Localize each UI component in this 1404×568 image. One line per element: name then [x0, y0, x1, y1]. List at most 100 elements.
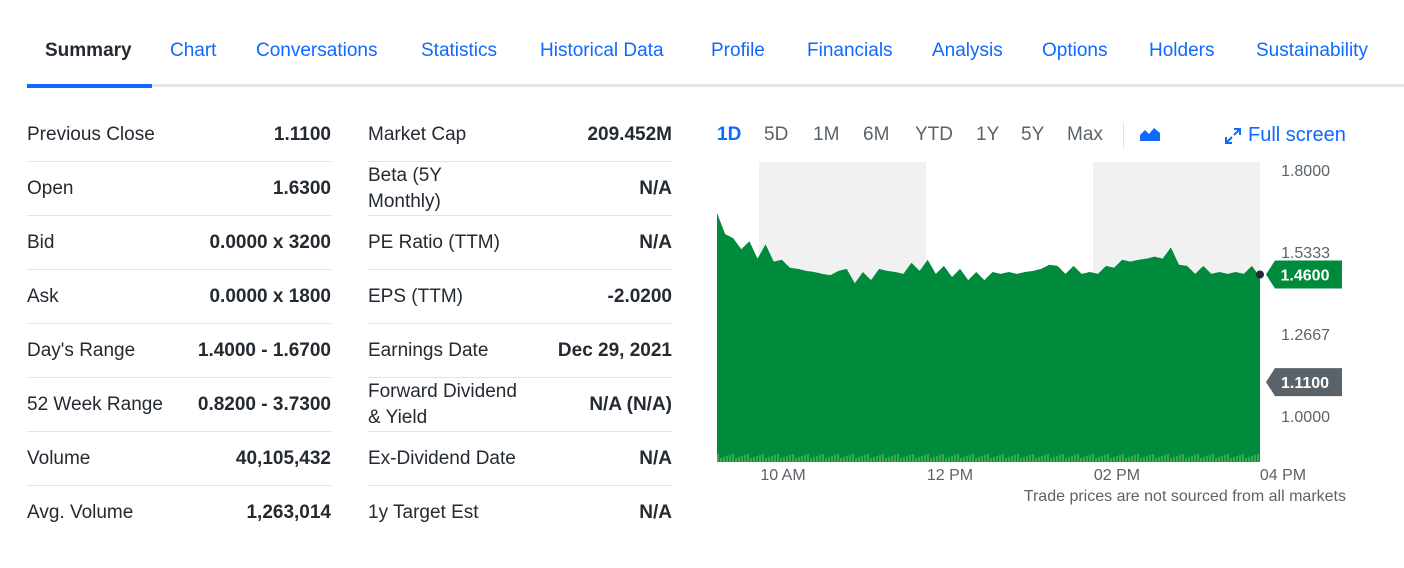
volume-bar [750, 458, 752, 462]
y-tick-label: 1.5333 [1281, 245, 1330, 262]
range-5d[interactable]: 5D [764, 124, 789, 145]
previous-close-tag: 1.1100 [1266, 368, 1342, 397]
volume-bar [771, 456, 773, 462]
volume-bar [972, 454, 974, 462]
volume-bar [1203, 457, 1205, 462]
volume-bar [735, 458, 737, 462]
volume-bar [1038, 457, 1040, 462]
fullscreen-button[interactable]: Full screen [1224, 124, 1346, 147]
volume-bar [951, 456, 953, 462]
range-1m[interactable]: 1M [813, 124, 840, 145]
intraday-price-chart[interactable]: 1.8000 1.5333 1.2667 1.0000 10 AM 12 PM 02 PM… [700, 150, 1360, 484]
table-row: EPS (TTM) -2.0200 [368, 270, 672, 324]
volume-bar [780, 458, 782, 462]
range-1y[interactable]: 1Y [976, 124, 1000, 145]
stat-value: 1,263,014 [246, 501, 331, 523]
tab-summary[interactable]: Summary [45, 40, 132, 61]
volume-bar [1101, 456, 1103, 462]
table-row: 1y Target Est N/A [368, 486, 672, 539]
tab-financials[interactable]: Financials [807, 40, 893, 61]
volume-bar [924, 455, 926, 462]
tab-sustainability[interactable]: Sustainability [1256, 40, 1368, 61]
volume-bar [900, 458, 902, 462]
volume-bar [1092, 454, 1094, 462]
volume-bar [1170, 458, 1172, 462]
volume-bar [753, 457, 755, 462]
volume-bar [927, 454, 929, 462]
volume-bar [1248, 457, 1250, 462]
volume-bar [930, 458, 932, 462]
range-1d[interactable]: 1D [717, 124, 742, 145]
volume-bar [1194, 455, 1196, 462]
volume-bar [804, 455, 806, 462]
volume-bar [1059, 455, 1061, 462]
stat-label: Day's Range [27, 339, 136, 361]
stat-value: 0.0000 x 1800 [209, 285, 331, 307]
volume-bar [1119, 455, 1121, 462]
y-tick-label: 1.8000 [1281, 163, 1330, 180]
active-tab-indicator [27, 84, 152, 88]
tab-statistics[interactable]: Statistics [421, 40, 498, 61]
volume-bar [1215, 458, 1217, 462]
volume-bar [1029, 455, 1031, 462]
volume-bar [1146, 456, 1148, 462]
volume-bar [801, 456, 803, 462]
tab-analysis[interactable]: Analysis [932, 40, 1003, 61]
tab-options[interactable]: Options [1042, 40, 1108, 61]
tab-holders[interactable]: Holders [1149, 40, 1215, 61]
volume-bar [975, 458, 977, 462]
volume-bar [843, 457, 845, 462]
market-disclaimer: Trade prices are not sourced from all ma… [1023, 488, 1346, 505]
volume-bar [1113, 457, 1115, 462]
volume-bar [1014, 455, 1016, 462]
stat-value: N/A [639, 501, 672, 523]
volume-bar [909, 455, 911, 462]
stat-label: PE Ratio (TTM) [368, 231, 500, 253]
svg-text:1.1100: 1.1100 [1281, 375, 1329, 392]
range-5y[interactable]: 5Y [1021, 124, 1045, 145]
stat-label: Bid [27, 231, 55, 253]
volume-bar [1086, 456, 1088, 462]
stat-label: Avg. Volume [27, 501, 134, 523]
table-row: Ex-Dividend Date N/A [368, 432, 672, 486]
volume-bar [885, 458, 887, 462]
volume-bar [840, 458, 842, 462]
tab-conversations[interactable]: Conversations [256, 40, 378, 61]
volume-bar [1020, 458, 1022, 462]
volume-bar [759, 455, 761, 462]
tab-chart[interactable]: Chart [170, 40, 217, 61]
volume-bars [717, 454, 1259, 462]
tab-profile[interactable]: Profile [711, 40, 765, 61]
volume-bar [933, 457, 935, 462]
volume-bar [1158, 457, 1160, 462]
stat-value: 0.8200 - 3.7300 [197, 393, 331, 415]
stat-value: 1.6300 [272, 177, 331, 199]
range-ytd[interactable]: YTD [915, 124, 953, 145]
volume-bar [1104, 455, 1106, 462]
volume-bar [1140, 458, 1142, 462]
volume-bar [1071, 456, 1073, 462]
area-chart-icon[interactable] [1139, 126, 1161, 147]
tab-historical-data[interactable]: Historical Data [540, 40, 664, 61]
volume-bar [1161, 456, 1163, 462]
volume-bar [1149, 455, 1151, 462]
volume-bar [903, 457, 905, 462]
stat-label: 1y Target Est [368, 501, 479, 523]
volume-bar [867, 454, 869, 462]
volume-bar [891, 456, 893, 462]
volume-bar [1068, 457, 1070, 462]
range-6m[interactable]: 6M [863, 124, 890, 145]
volume-bar [852, 454, 854, 462]
stat-value: 40,105,432 [235, 447, 331, 469]
range-max[interactable]: Max [1067, 124, 1103, 145]
volume-bar [936, 456, 938, 462]
stat-value: 209.452M [587, 123, 672, 145]
table-row: Beta (5Y Monthly) N/A [368, 162, 672, 216]
volume-bar [855, 458, 857, 462]
stat-label: Volume [27, 447, 91, 469]
volume-bar [1182, 454, 1184, 462]
volume-bar [1155, 458, 1157, 462]
volume-bar [783, 457, 785, 462]
volume-bar [894, 455, 896, 462]
volume-bar [1002, 454, 1004, 462]
